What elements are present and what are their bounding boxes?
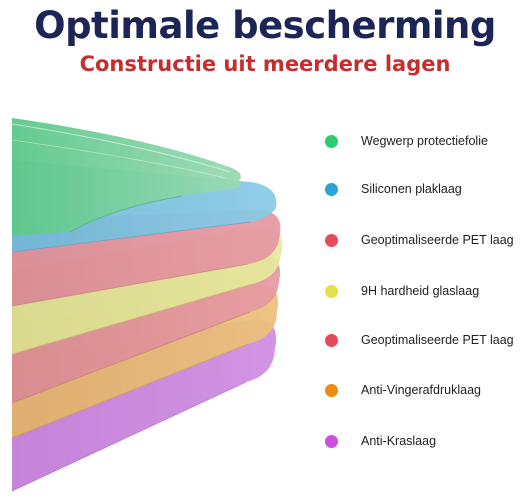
legend-dot-orange xyxy=(325,383,338,397)
layer-wegwerp-folie xyxy=(12,118,242,236)
legend-item: Anti-Kraslaag xyxy=(325,431,436,451)
legend-dot-blue xyxy=(325,182,338,196)
legend-label: Geoptimaliseerde PET laag xyxy=(361,333,514,347)
legend-label: Geoptimaliseerde PET laag xyxy=(361,233,514,247)
legend-label: Anti-Vingerafdruklaag xyxy=(361,383,481,397)
legend-dot-purple xyxy=(325,434,338,448)
legend-dot-yellow xyxy=(325,284,338,298)
legend-item: Wegwerp protectiefolie xyxy=(325,131,488,151)
legend-label: Wegwerp protectiefolie xyxy=(361,134,488,148)
legend-item: Geoptimaliseerde PET laag xyxy=(325,230,514,250)
layer-stack-illustration xyxy=(11,118,283,492)
page-subtitle: Constructie uit meerdere lagen xyxy=(79,52,451,76)
legend-label: Anti-Kraslaag xyxy=(361,434,437,448)
legend-label: Siliconen plaklaag xyxy=(361,182,462,196)
page-title: Optimale bescherming xyxy=(34,4,496,47)
legend-dot-red xyxy=(325,333,338,347)
legend-item: Geoptimaliseerde PET laag xyxy=(325,330,514,350)
legend-item: Siliconen plaklaag xyxy=(325,179,462,199)
legend-label: 9H hardheid glaslaag xyxy=(361,284,480,298)
legend-item: 9H hardheid glaslaag xyxy=(325,281,479,301)
legend-item: Anti-Vingerafdruklaag xyxy=(325,380,481,400)
legend-dot-green xyxy=(325,134,338,148)
legend-dot-red xyxy=(325,233,338,247)
